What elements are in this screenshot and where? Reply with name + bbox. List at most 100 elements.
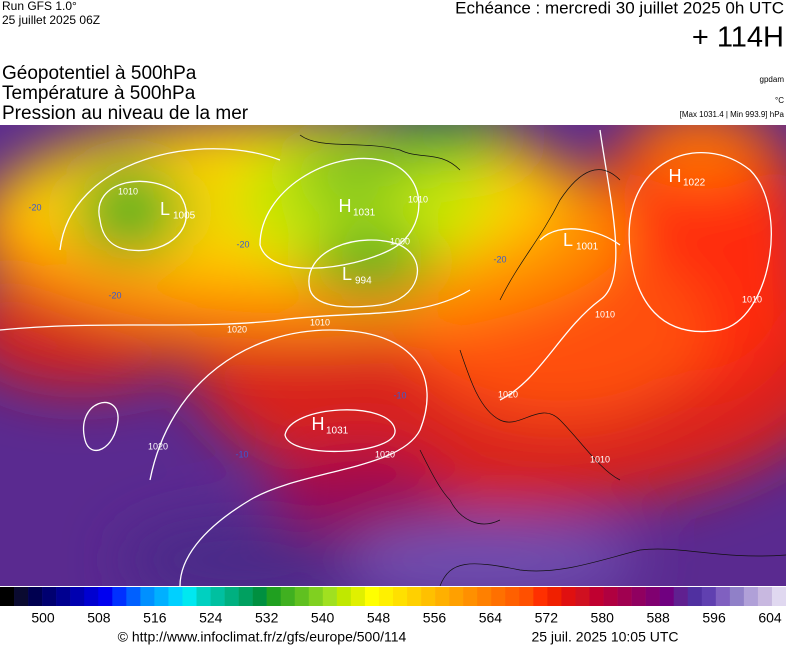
- colorbar-swatch: [757, 587, 773, 606]
- colorbar-swatch: [126, 587, 141, 606]
- field: Température à 500hPa: [2, 83, 196, 104]
- colorbar-swatch: [393, 587, 408, 606]
- colorbar-swatch: [659, 587, 675, 606]
- colorbar-swatch: [280, 587, 296, 606]
- pressure-letter: L: [342, 264, 352, 284]
- pressure-value: 1005: [173, 211, 196, 222]
- colorbar-swatch: [112, 587, 127, 606]
- colorbar-tick-label: 548: [367, 610, 391, 626]
- colorbar-tick-label: 500: [31, 610, 55, 626]
- colorbar-swatch: [182, 587, 197, 606]
- colorbar-swatch: [673, 587, 689, 606]
- colorbar-swatch: [308, 587, 324, 606]
- colorbar-swatch: [168, 587, 183, 606]
- colorbar-swatch: [14, 587, 29, 606]
- colorbar-tick-label: 604: [758, 610, 782, 626]
- colorbar-tick-label: 572: [535, 610, 559, 626]
- colorbar-tick-label: 540: [311, 610, 335, 626]
- colorbar-swatch: [491, 587, 506, 606]
- colorbar-swatch: [631, 587, 646, 606]
- colorbar-tick-label: 532: [255, 610, 279, 626]
- colorbar-swatch: [435, 587, 450, 606]
- colorbar-swatch: [154, 587, 169, 606]
- colorbar-swatch: [687, 587, 703, 606]
- colorbar-swatch: [336, 587, 352, 606]
- isobars: [0, 129, 772, 586]
- colorbar-swatch: [196, 587, 211, 606]
- run-date: 25 juillet 2025 06Z: [2, 13, 100, 27]
- colorbar-swatch: [28, 587, 43, 606]
- source: © http://www.infoclimat.fr/z/gfs/europe/…: [118, 629, 407, 645]
- colorbar-swatch: [98, 587, 113, 606]
- temperature-label: -10: [235, 449, 248, 459]
- colorbar-swatch: [701, 587, 717, 606]
- isobar-label: 1020: [148, 441, 168, 451]
- colorbar-tick-label: 556: [423, 610, 447, 626]
- colorbar: 500 508 516 524 532 540 548 556 564 572 580 588 596 6…: [0, 587, 786, 626]
- colorbar-swatch: [449, 587, 464, 606]
- pressure-value: 1031: [326, 426, 349, 437]
- unit: gpdam: [760, 75, 785, 84]
- colorbar-tick-label: 508: [87, 610, 111, 626]
- colorbar-swatch: [645, 587, 660, 606]
- timestamp: 25 juil. 2025 10:05 UTC: [531, 629, 678, 645]
- temperature-label: -10: [393, 390, 406, 400]
- unit: °C: [775, 96, 784, 105]
- pressure-letter: L: [160, 199, 170, 219]
- colorbar-swatch: [70, 587, 85, 606]
- colorbar-tick-label: 588: [646, 610, 670, 626]
- colorbar-tick-label: 516: [143, 610, 167, 626]
- colorbar-swatch: [266, 587, 282, 606]
- colorbar-swatch: [322, 587, 338, 606]
- colorbar-swatch: [252, 587, 267, 606]
- valid-time: Echéance : mercredi 30 juillet 2025 0h U…: [455, 0, 784, 17]
- isobar-label: 1010: [590, 454, 610, 464]
- pressure-value: 1031: [353, 208, 376, 219]
- lead-time: + 114H: [692, 22, 784, 54]
- colorbar-swatch: [575, 587, 590, 606]
- run: Run GFS 1.0°: [2, 0, 77, 13]
- colorbar-swatch: [589, 587, 604, 606]
- colorbar-tick-label: 524: [199, 610, 223, 626]
- field: Pression au niveau de la mer: [2, 103, 249, 124]
- colorbar-swatch: [463, 587, 478, 606]
- colorbar-swatch: [519, 587, 534, 606]
- colorbar-swatch: [603, 587, 618, 606]
- colorbar-swatch: [350, 587, 366, 606]
- colorbar-swatch: [56, 587, 71, 606]
- isobar-label: 1010: [310, 317, 330, 327]
- colorbar-swatch: [533, 587, 548, 606]
- pressure-letter: H: [669, 166, 682, 186]
- coastlines: [299, 134, 786, 586]
- header: Run GFS 1.0° 25 juillet 2025 06Z Echéanc…: [2, 0, 785, 124]
- pressure-value: 1022: [683, 178, 706, 189]
- isobar-label: 1020: [227, 324, 247, 334]
- colorbar-swatch: [505, 587, 520, 606]
- temperature-label: -20: [236, 239, 249, 249]
- colorbar-swatch: [421, 587, 436, 606]
- colorbar-tick-label: 564: [479, 610, 503, 626]
- colorbar-tick-label: 580: [591, 610, 615, 626]
- colorbar-swatch: [561, 587, 576, 606]
- colorbar-swatch: [617, 587, 632, 606]
- isobar-label: 1010: [408, 194, 428, 204]
- colorbar-swatch: [477, 587, 492, 606]
- colorbar-swatch: [224, 587, 239, 606]
- colorbar-swatch: [364, 587, 380, 606]
- isobar-label: 1020: [498, 389, 518, 399]
- colorbar-swatch: [715, 587, 731, 606]
- colorbar-swatch: [210, 587, 225, 606]
- colorbar-swatch: [407, 587, 422, 606]
- colorbar-swatch: [378, 587, 394, 606]
- colorbar-swatch: [0, 587, 15, 606]
- isobar-label: 1010: [118, 186, 138, 196]
- colorbar-tick-label: 596: [702, 610, 726, 626]
- isobar-label: 1000: [390, 236, 410, 246]
- pressure-letter: H: [312, 414, 325, 434]
- colorbar-swatch: [547, 587, 562, 606]
- temperature-label: -20: [28, 202, 41, 212]
- field: Géopotentiel à 500hPa: [2, 63, 197, 84]
